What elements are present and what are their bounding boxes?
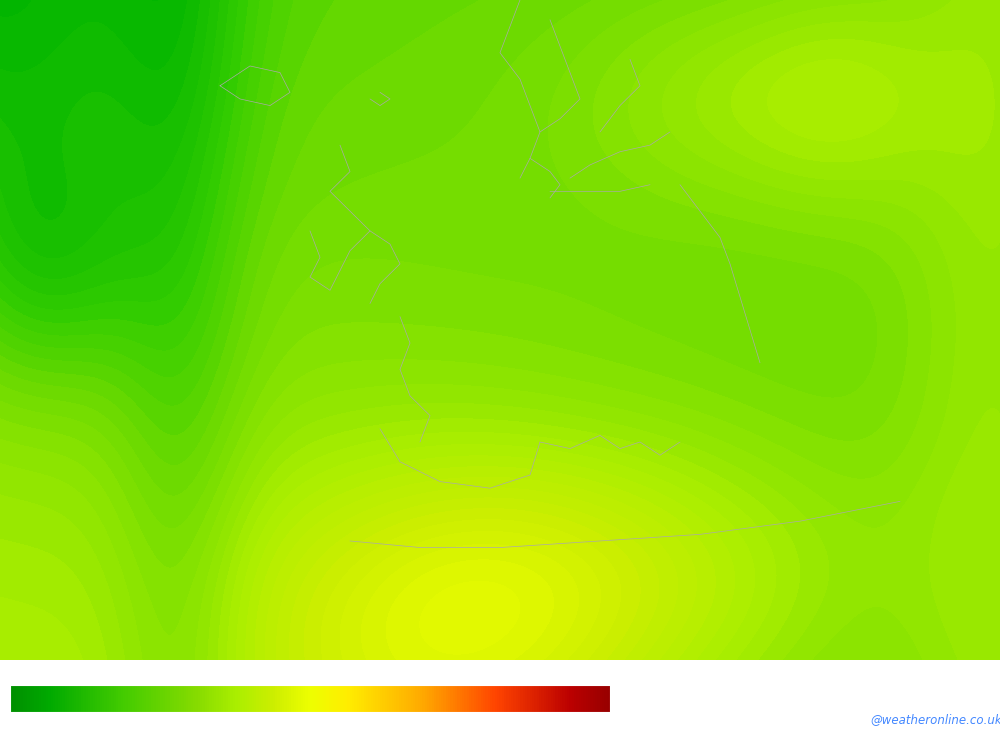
Text: Surface pressure Spread mean+σ [hPa] GFS ENS  Sa 28-09-2024 12:00 UTC (06+126): Surface pressure Spread mean+σ [hPa] GFS… bbox=[10, 666, 595, 679]
Text: @weatheronline.co.uk: @weatheronline.co.uk bbox=[870, 712, 1000, 726]
